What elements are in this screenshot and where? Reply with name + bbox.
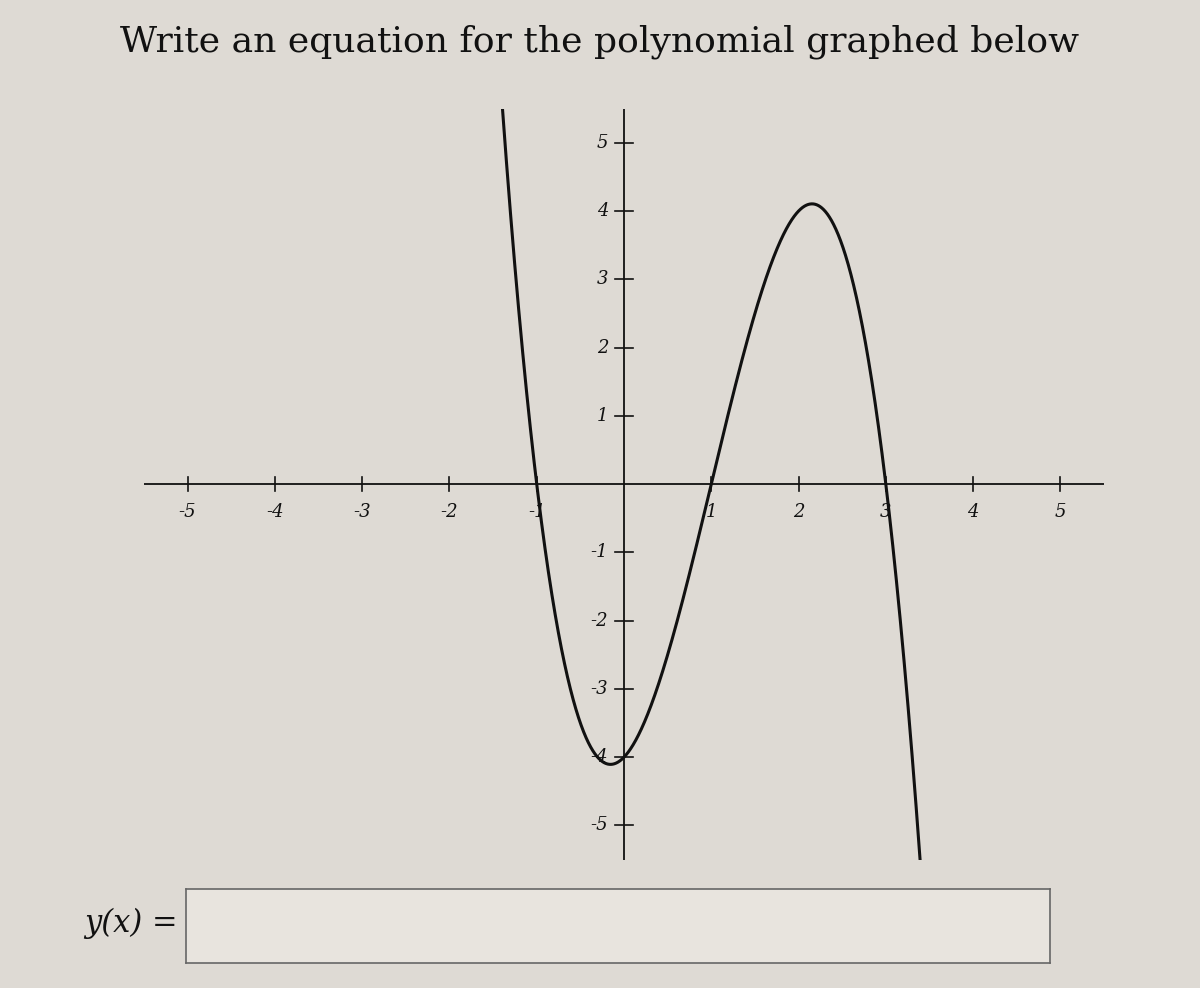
Text: -1: -1 [528, 503, 546, 522]
Text: 3: 3 [596, 271, 608, 288]
Text: 4: 4 [596, 203, 608, 220]
Text: -4: -4 [266, 503, 283, 522]
Text: 5: 5 [1055, 503, 1066, 522]
Text: -3: -3 [353, 503, 371, 522]
Text: 1: 1 [706, 503, 718, 522]
Text: 4: 4 [967, 503, 979, 522]
Text: -5: -5 [590, 816, 608, 835]
Text: -1: -1 [590, 543, 608, 561]
Text: Write an equation for the polynomial graphed below: Write an equation for the polynomial gra… [120, 25, 1080, 59]
Text: -2: -2 [590, 612, 608, 629]
Text: -5: -5 [179, 503, 197, 522]
Text: 5: 5 [596, 133, 608, 152]
Text: 1: 1 [596, 407, 608, 425]
Text: -4: -4 [590, 748, 608, 766]
Text: -2: -2 [440, 503, 458, 522]
Text: 2: 2 [596, 339, 608, 357]
Text: 2: 2 [793, 503, 804, 522]
Text: 3: 3 [880, 503, 892, 522]
Text: -3: -3 [590, 680, 608, 698]
Text: y(x) =: y(x) = [84, 908, 178, 940]
